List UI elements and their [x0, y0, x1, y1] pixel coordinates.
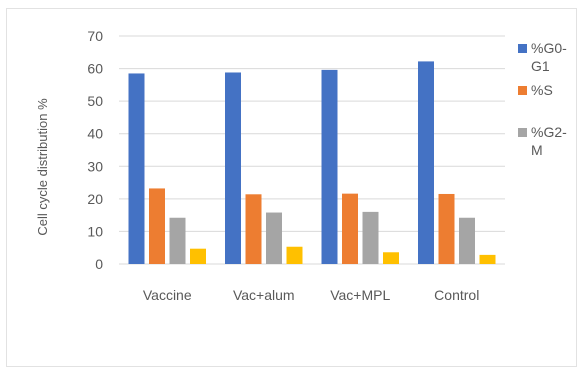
bar [418, 61, 434, 264]
legend-swatch [518, 44, 527, 53]
legend-label: %G0- [531, 40, 567, 56]
y-tick-label: 40 [87, 126, 103, 142]
bar [438, 193, 455, 264]
chart-frame: 0 10 20 30 40 50 60 70 Vaccine Vac+alum Vac+MPL Co… [6, 8, 577, 367]
bar [169, 217, 186, 264]
legend: %G0- G1 %S %G2- M [518, 40, 567, 158]
x-tick-label: Vac+alum [233, 287, 295, 303]
bar [383, 252, 399, 264]
x-tick-label: Vac+MPL [330, 287, 390, 303]
y-tick-label: 70 [87, 28, 103, 44]
legend-label: %S [531, 82, 553, 98]
legend-label: M [531, 142, 543, 158]
bar [286, 246, 303, 264]
bar [362, 211, 379, 264]
bar [225, 72, 241, 264]
y-tick-label: 30 [87, 158, 103, 174]
x-tick-label: Control [434, 287, 479, 303]
bar [342, 193, 358, 264]
bar [190, 248, 206, 264]
bar [128, 73, 145, 264]
x-axis-ticks: Vaccine Vac+alum Vac+MPL Control [143, 287, 479, 303]
bar [321, 69, 338, 264]
legend-swatch [518, 128, 527, 137]
bar-chart: 0 10 20 30 40 50 60 70 Vaccine Vac+alum Vac+MPL Co… [35, 28, 567, 303]
legend-label: G1 [531, 58, 550, 74]
legend-swatch [518, 86, 527, 95]
y-axis-ticks: 0 10 20 30 40 50 60 70 [87, 28, 103, 272]
y-tick-label: 0 [95, 256, 103, 272]
y-tick-label: 50 [87, 93, 103, 109]
legend-label: %G2- [531, 124, 567, 140]
y-axis-label: Cell cycle distribution % [35, 98, 50, 236]
bar [459, 217, 475, 264]
y-tick-label: 60 [87, 61, 103, 77]
bar [266, 212, 282, 264]
bar [149, 188, 165, 264]
x-tick-label: Vaccine [143, 287, 192, 303]
bar [479, 254, 496, 264]
y-tick-label: 10 [87, 223, 103, 239]
bars [128, 61, 496, 264]
bar [245, 194, 262, 264]
y-tick-label: 20 [87, 191, 103, 207]
